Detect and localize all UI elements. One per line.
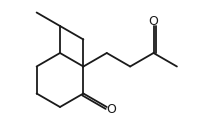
Text: O: O (149, 15, 159, 28)
Text: O: O (106, 103, 116, 116)
